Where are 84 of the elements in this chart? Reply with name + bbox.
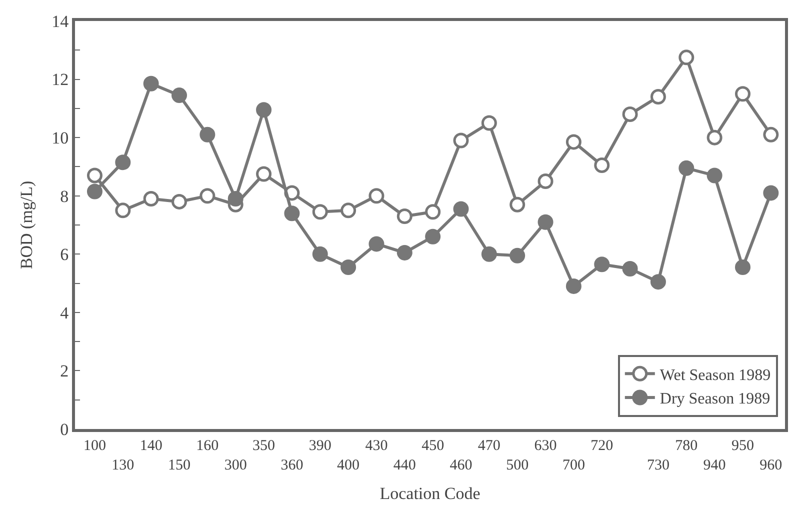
- legend-label: Wet Season 1989: [660, 366, 771, 384]
- x-tick-label: 350: [252, 438, 276, 454]
- point: [115, 154, 131, 170]
- x-tick-label: 960: [760, 458, 782, 474]
- y-tick-label: 8: [60, 186, 69, 206]
- x-tick-label: 700: [562, 458, 585, 474]
- y-tick-label: 12: [52, 70, 69, 90]
- x-tick-label: 450: [422, 438, 444, 454]
- x-tick-label: 100: [83, 438, 106, 454]
- point: [594, 158, 610, 174]
- x-tick-label: 720: [590, 438, 614, 454]
- y-tick-label: 0: [60, 420, 69, 439]
- y-tick-label: 2: [60, 362, 69, 381]
- point: [368, 236, 384, 252]
- point: [566, 134, 582, 150]
- point: [453, 132, 469, 148]
- x-tick-label: 500: [506, 458, 529, 474]
- point: [650, 89, 666, 105]
- x-axis-title: Location Code: [380, 484, 480, 503]
- point: [453, 201, 469, 217]
- y-axis-title: BOD (mg/L): [17, 180, 36, 270]
- point: [256, 102, 272, 118]
- point: [368, 188, 384, 204]
- point: [538, 174, 554, 190]
- x-tick-label: 440: [393, 458, 416, 474]
- point: [706, 168, 722, 184]
- point: [538, 214, 554, 230]
- point: [734, 260, 750, 276]
- point: [734, 86, 750, 102]
- point: [763, 126, 779, 142]
- x-tick-label: 150: [168, 458, 190, 474]
- point: [228, 191, 244, 207]
- x-tick-label: 300: [224, 458, 247, 474]
- x-tick-label: 360: [280, 458, 304, 474]
- point: [396, 244, 412, 260]
- x-tick-label: 730: [646, 458, 670, 474]
- point: [510, 196, 526, 212]
- point: [650, 274, 666, 290]
- point: [510, 248, 526, 264]
- point: [86, 168, 102, 184]
- point: [172, 88, 187, 104]
- x-tick-label: 390: [308, 438, 332, 454]
- point: [425, 228, 441, 244]
- x-tick-label: 950: [731, 438, 754, 454]
- point: [622, 106, 638, 122]
- x-tick-label: 940: [703, 458, 726, 474]
- point: [622, 260, 638, 276]
- point: [172, 194, 187, 210]
- x-tick-label: 460: [450, 458, 472, 474]
- point: [284, 206, 300, 222]
- point: [143, 191, 159, 207]
- y-tick-label: 10: [52, 128, 69, 148]
- point: [86, 184, 102, 200]
- point: [143, 76, 159, 92]
- x-tick-label: 470: [478, 438, 500, 454]
- point: [200, 126, 216, 142]
- point: [763, 185, 779, 201]
- point: [481, 115, 497, 131]
- y-tick-label: 6: [60, 245, 69, 264]
- point: [706, 130, 722, 146]
- point: [594, 256, 610, 272]
- x-tick-label: 130: [112, 458, 134, 474]
- x-tick-label: 140: [140, 438, 162, 454]
- point: [340, 202, 356, 218]
- point: [340, 260, 356, 276]
- point: [312, 204, 328, 220]
- point: [481, 246, 497, 262]
- x-tick-label: 630: [534, 438, 557, 454]
- x-tick-label: 160: [196, 438, 219, 454]
- point: [425, 204, 441, 220]
- point: [200, 188, 216, 204]
- y-tick-label: 4: [60, 303, 70, 322]
- point: [566, 278, 582, 294]
- legend-label: Dry Season 1989: [660, 390, 770, 408]
- point: [115, 202, 131, 218]
- y-tick-label: 14: [52, 12, 70, 31]
- x-tick-label: 400: [337, 458, 360, 474]
- point: [678, 50, 694, 66]
- point: [396, 208, 412, 224]
- x-tick-label: 780: [675, 438, 698, 454]
- point: [312, 246, 328, 262]
- point: [256, 166, 272, 182]
- point: [678, 160, 694, 176]
- x-tick-label: 430: [365, 438, 388, 454]
